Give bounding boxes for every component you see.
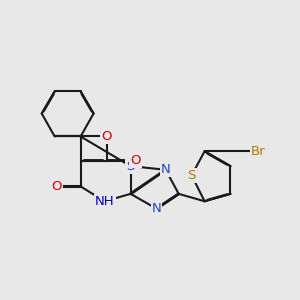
Text: NH: NH <box>95 195 115 208</box>
Text: O: O <box>130 154 141 167</box>
Text: S: S <box>188 169 196 182</box>
Text: N: N <box>152 202 161 215</box>
Text: S: S <box>126 160 135 172</box>
Text: O: O <box>51 180 62 193</box>
Text: Br: Br <box>251 145 266 158</box>
Text: O: O <box>101 130 112 143</box>
Text: N: N <box>161 163 171 176</box>
